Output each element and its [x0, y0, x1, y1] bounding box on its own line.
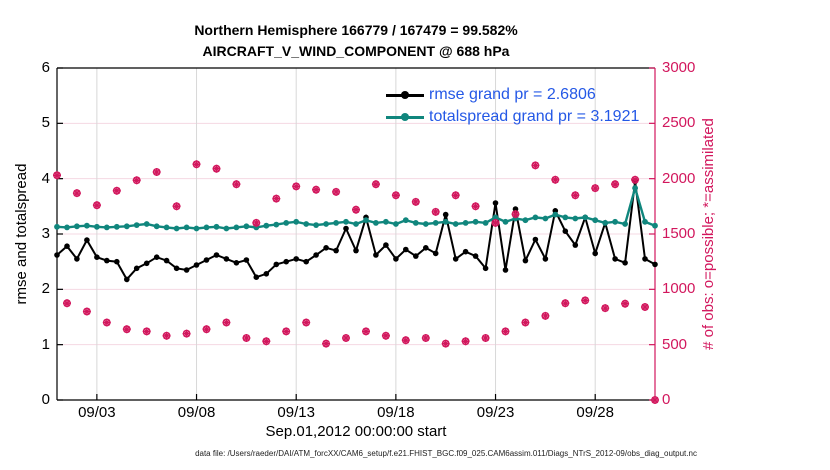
- rmse-line: [54, 178, 658, 283]
- y-right-tick-label: 2500: [662, 114, 696, 132]
- axis-ticks: [57, 67, 655, 401]
- x-tick-label: 09/28: [576, 404, 614, 421]
- y-right-tick-label: 1500: [662, 225, 696, 242]
- x-tick-label: 09/23: [476, 404, 515, 421]
- y-left-tick-label: 1: [41, 335, 50, 353]
- legend-label-totalspread: totalspread grand pr = 3.1921: [429, 108, 640, 125]
- y-left-tick-label: 2: [41, 280, 50, 298]
- chart-title-line2: AIRCRAFT_V_WIND_COMPONENT @ 688 hPa: [202, 43, 510, 59]
- x-axis-label: Sep.01,2012 00:00:00 start: [265, 423, 447, 440]
- y-left-tick-label: 5: [41, 114, 50, 132]
- x-tick-label: 09/13: [277, 404, 315, 421]
- y-right-tick-label: 2000: [662, 169, 696, 187]
- obs-possible-markers: [53, 160, 659, 404]
- y-right-tick-label: 1000: [662, 280, 696, 298]
- legend-swatch-totalspread: [386, 113, 424, 121]
- y-left-tick-label: 4: [41, 169, 50, 187]
- obs-assimilated-markers: [53, 160, 659, 404]
- x-tick-label: 09/08: [177, 404, 216, 421]
- y-right-tick-label: 0: [662, 391, 671, 408]
- chart-title: Northern Hemisphere 166779 / 167479 = 99…: [57, 20, 655, 62]
- y-left-tick-label: 0: [41, 391, 50, 408]
- totalspread-line: [54, 183, 658, 232]
- legend-label-rmse: rmse grand pr = 2.6806: [429, 86, 596, 103]
- legend-item-rmse: rmse grand pr = 2.6806: [386, 84, 639, 106]
- y-right-tick-label: 500: [662, 335, 688, 353]
- y-left-tick-label: 3: [41, 225, 50, 242]
- x-gridlines: [96, 68, 596, 400]
- data-file-caption: data file: /Users/raeder/DAI/ATM_forcXX/…: [195, 449, 697, 458]
- x-tick-label: 09/18: [377, 404, 415, 421]
- chart-legend: rmse grand pr = 2.6806 totalspread grand…: [386, 84, 639, 128]
- chart-title-line1: Northern Hemisphere 166779 / 167479 = 99…: [194, 22, 518, 38]
- y-right-tick-label: 3000: [662, 59, 696, 76]
- x-tick-label: 09/03: [78, 404, 116, 421]
- y-left-tick-label: 6: [41, 59, 50, 76]
- legend-swatch-rmse: [386, 91, 424, 99]
- legend-item-totalspread: totalspread grand pr = 3.1921: [386, 106, 639, 128]
- y-gridlines: [57, 122, 655, 346]
